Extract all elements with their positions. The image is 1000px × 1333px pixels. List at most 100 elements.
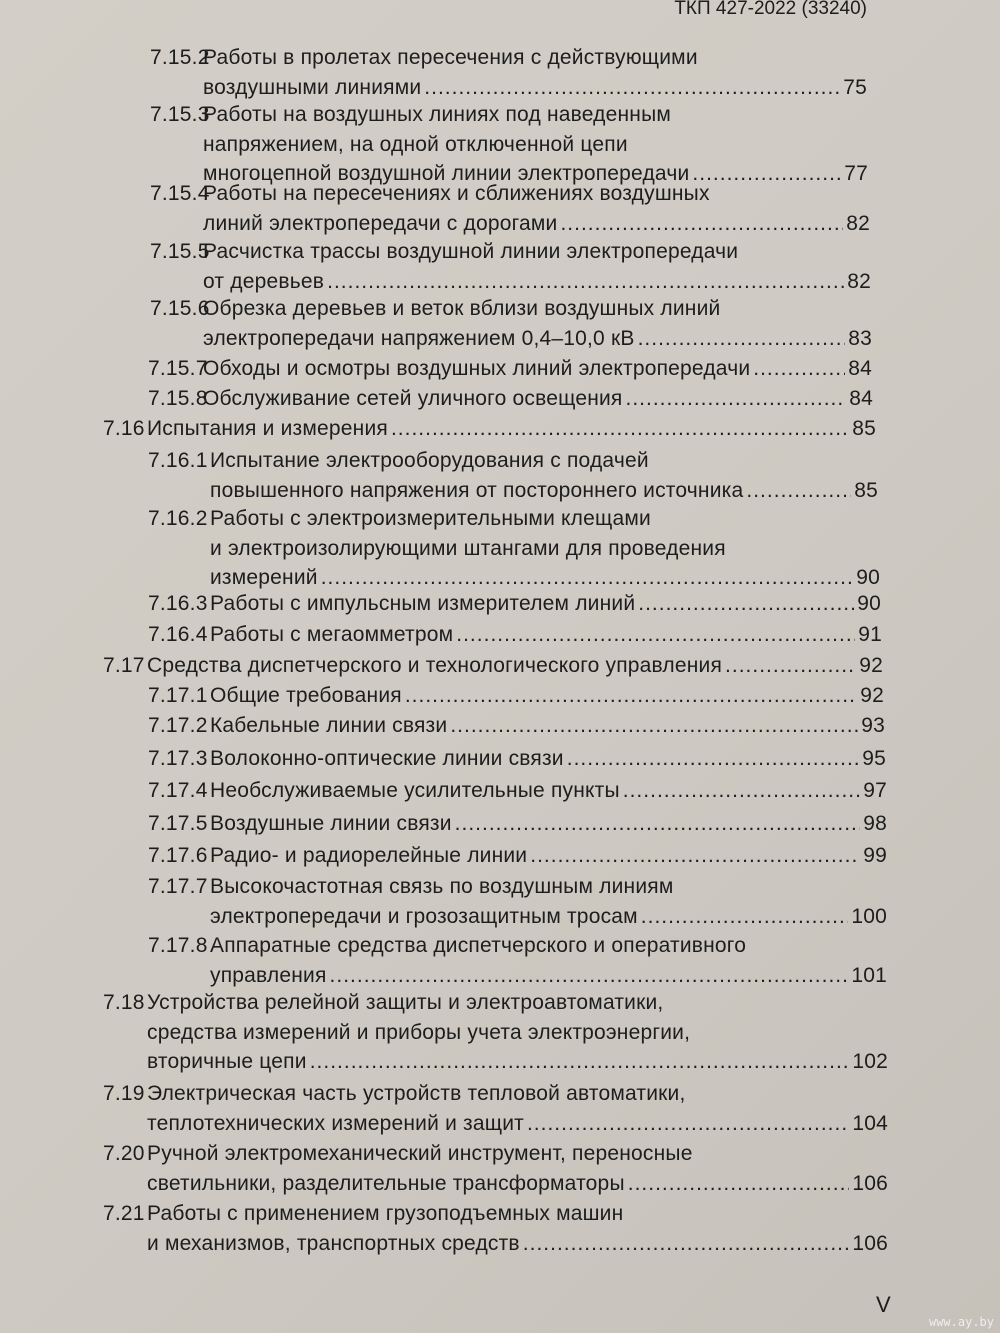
section-title-line: средства измерений и приборы учета элект… [147,1020,691,1044]
page-ref: 85 [854,478,878,502]
page-ref: 82 [847,269,871,293]
page-ref: 98 [863,812,887,835]
section-title-line: линий электропередачи с дорогами [203,211,558,235]
page-ref: 83 [848,326,872,350]
document-code-header: ТКП 427-2022 (33240) [674,0,867,19]
dot-leader [725,651,856,681]
page-ref: 106 [852,1231,888,1255]
section-number: 7.15.7 [148,357,208,380]
section-title-line: повышенного напряжения от постороннего и… [210,478,744,502]
section-number: 7.16.3 [148,592,208,615]
dot-leader [560,209,843,239]
dot-leader [628,1169,850,1199]
section-title-line: и электроизолирующими штангами для прове… [210,536,726,560]
section-number: 7.19 [103,1082,145,1105]
page-ref: 101 [851,963,887,987]
section-title-line: Необслуживаемые усилительные пункты [210,779,620,802]
dot-leader [753,354,845,384]
section-number: 7.17.7 [148,875,208,898]
dot-leader [641,902,849,932]
section-title-line: многоцепной воздушной линии электроперед… [203,162,690,185]
section-title-line: светильники, разделительные трансформато… [147,1171,625,1195]
page-ref: 91 [858,623,882,646]
dot-leader [455,809,861,839]
section-title-line: от деревьев [203,269,325,293]
section-number: 7.17.2 [148,714,208,737]
section-title-line: Расчистка трассы воздушной линии электро… [203,240,739,263]
page-ref: 100 [851,904,887,928]
section-title-line: Работы на воздушных линиях под наведенны… [203,103,672,126]
dot-leader [638,589,854,619]
section-title-line: управления [210,963,327,987]
section-title-line: Работы в пролетах пересечения с действую… [203,46,698,69]
page-ref: 84 [849,387,873,410]
section-number: 7.17.4 [148,779,208,802]
section-title-line: Устройства релейной защиты и электроавто… [147,991,664,1014]
section-number: 7.17.1 [148,684,208,707]
dot-leader [523,1229,850,1259]
dot-leader [530,841,860,871]
section-title-line: Высокочастотная связь по воздушным линия… [210,875,674,898]
section-title-line: электропередачи и грозозащитным тросам [210,904,638,928]
section-number: 7.21 [103,1202,145,1225]
page-ref: 82 [846,211,870,235]
section-title-line: измерений [210,566,318,589]
section-number: 7.16.2 [148,507,208,530]
section-title-line: Работы с применением грузоподъемных маши… [147,1202,624,1225]
page-ref: 97 [863,779,887,802]
section-title-line: электропередачи напряжением 0,4–10,0 кВ [203,326,635,350]
dot-leader [527,1109,849,1139]
section-title-line: Аппаратные средства диспетчерского и опе… [210,934,747,957]
section-number: 7.16.1 [148,449,208,472]
dot-leader [310,1047,850,1077]
section-title-line: Общие требования [210,684,402,707]
section-number: 7.15.5 [150,240,210,263]
section-title-line: Обслуживание сетей уличного освещения [203,387,623,410]
page-ref: 77 [844,162,868,185]
section-number: 7.18 [103,991,145,1014]
section-number: 7.15.4 [150,182,210,205]
dot-leader [450,711,858,741]
section-number: 7.15.8 [148,387,208,410]
section-number: 7.17.6 [148,844,208,867]
page-ref: 106 [852,1171,888,1195]
section-number: 7.15.2 [150,46,210,69]
section-number: 7.17 [103,654,145,677]
page-ref: 90 [856,566,880,589]
section-title-line: Работы с электроизмерительными клещами [210,507,651,530]
section-number: 7.17.5 [148,812,208,835]
page-ref: 92 [860,684,884,707]
section-number: 7.16.4 [148,623,208,646]
section-title-line: теплотехнических измерений и защит [147,1111,524,1135]
section-title-line: Ручной электромеханический инструмент, п… [147,1142,693,1165]
dot-leader [327,267,844,297]
section-number: 7.15.3 [150,103,210,126]
page-ref: 90 [857,592,881,615]
section-number: 7.16 [103,417,145,440]
page-ref: 85 [852,417,876,440]
section-title-line: Испытания и измерения [147,417,388,440]
section-title-line: Работы с импульсным измерителем линий [210,592,636,615]
section-number: 7.15.6 [150,297,210,320]
page-ref: 92 [859,654,883,677]
section-title-line: Кабельные линии связи [210,714,448,737]
section-title-line: и механизмов, транспортных средств [147,1231,520,1255]
section-title-line: напряжением, на одной отключенной цепи [203,132,628,156]
dot-leader [746,476,851,506]
section-title-line: Обрезка деревьев и веток вблизи воздушны… [203,297,721,320]
dot-leader [424,73,840,103]
page-ref: 93 [861,714,885,737]
section-title-line: Воздушные линии связи [210,812,452,835]
page-ref: 99 [863,844,887,867]
section-title-line: Испытание электрооборудования с подачей [210,449,649,472]
page-ref: 102 [852,1050,888,1073]
dot-leader [405,681,857,711]
section-title-line: вторичные цепи [147,1050,307,1073]
section-title-line: Радио- и радиорелейные линии [210,844,528,867]
section-number: 7.20 [103,1142,145,1165]
section-title-line: Электрическая часть устройств тепловой а… [147,1082,686,1105]
section-title-line: Работы с мегаомметром [210,623,454,646]
dot-leader [638,324,846,354]
dot-leader [456,620,855,650]
dot-leader [623,776,860,806]
